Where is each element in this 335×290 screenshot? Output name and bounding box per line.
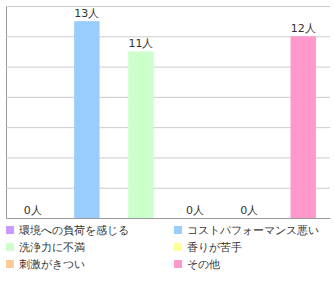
y-tick — [6, 67, 330, 68]
legend-swatch — [6, 243, 14, 251]
y-tick — [6, 6, 330, 7]
legend-swatch — [6, 226, 14, 234]
y-tick — [6, 157, 330, 158]
bar — [20, 218, 45, 219]
legend-swatch — [6, 260, 14, 268]
grid-line — [6, 218, 330, 219]
legend-swatch — [174, 243, 182, 251]
grid-line — [6, 188, 330, 189]
grid-line — [6, 67, 330, 68]
grid-line — [6, 157, 330, 158]
y-axis — [6, 7, 330, 219]
bars — [74, 21, 316, 218]
data-label: 12人 — [291, 22, 316, 35]
bar — [291, 36, 316, 218]
data-label: 13人 — [74, 7, 99, 20]
x-axis — [7, 218, 331, 219]
bar — [74, 21, 99, 218]
y-tick — [6, 97, 330, 98]
y-tick — [6, 36, 330, 37]
grid-line — [6, 97, 330, 98]
grid-line — [6, 36, 330, 37]
data-label: 0人 — [186, 204, 204, 217]
legend-swatch — [174, 260, 182, 268]
legend-label: 刺激がきつい — [19, 258, 85, 271]
data-label: 11人 — [128, 37, 153, 50]
data-label: 0人 — [24, 204, 42, 217]
legend-label: 香りが苦手 — [187, 241, 242, 254]
bar — [128, 51, 153, 218]
legend-label: その他 — [187, 258, 220, 271]
legend: 環境への負荷を感じる コストパフォーマンス悪い洗浄力に不満 香りが苦手刺激がきつい そ… — [6, 224, 319, 271]
legend-swatch — [174, 226, 182, 234]
chart: 0人 13人 11人 0人 0人 12人環境への負荷を感じる コストパフォーマンス悪い洗浄力… — [0, 0, 335, 290]
y-tick — [6, 127, 330, 128]
y-tick — [6, 218, 330, 219]
bar — [236, 218, 261, 219]
grid-line — [6, 6, 330, 7]
grid-line — [6, 127, 330, 128]
data-labels: 0人 13人 11人 0人 0人 12人 — [24, 7, 316, 217]
y-tick — [6, 188, 330, 189]
x-axis-line — [7, 218, 331, 219]
y-axis-line — [7, 7, 331, 219]
legend-label: コストパフォーマンス悪い — [187, 224, 319, 237]
bar — [182, 218, 207, 219]
plot: 0人 13人 11人 0人 0人 12人 — [6, 7, 331, 219]
data-label: 0人 — [240, 204, 258, 217]
legend-label: 洗浄力に不満 — [19, 241, 85, 254]
legend-label: 環境への負荷を感じる — [19, 224, 129, 237]
